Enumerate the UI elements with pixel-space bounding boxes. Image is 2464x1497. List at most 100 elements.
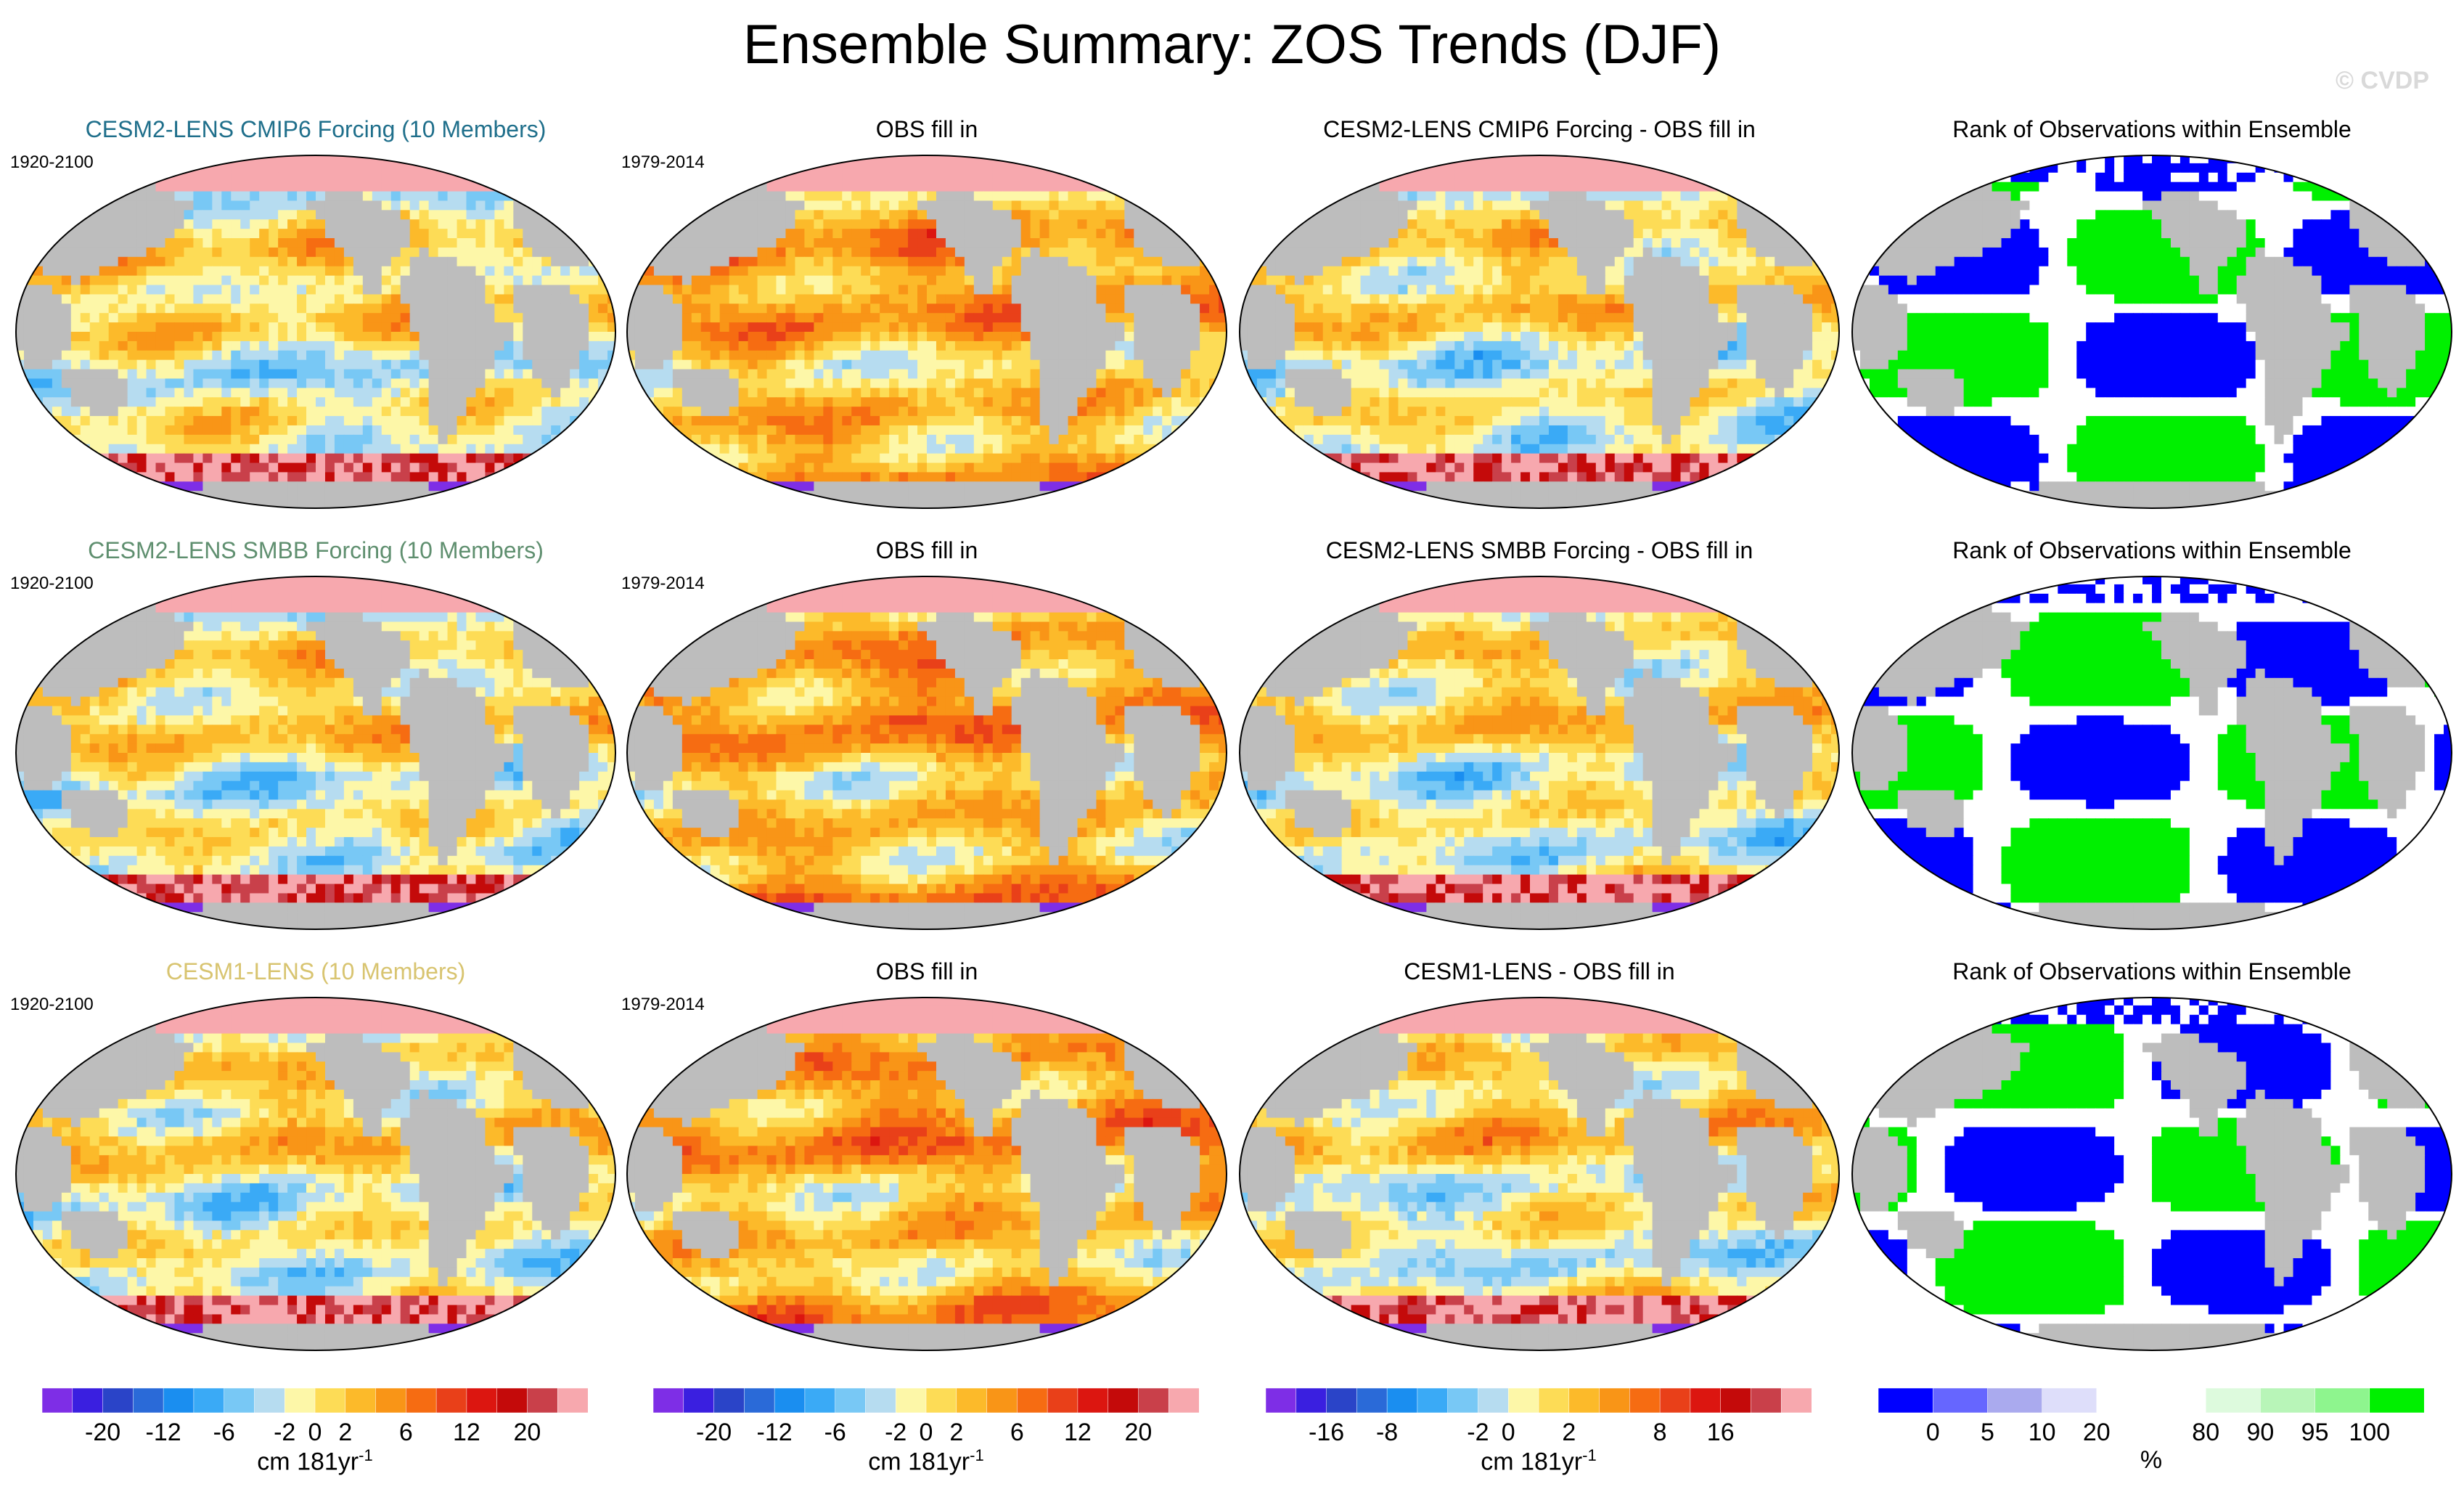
colorbar-swatch (1568, 1387, 1600, 1414)
map-panel-r2-c2 (626, 575, 1228, 931)
colorbar-tick-label: 90 (2246, 1419, 2274, 1446)
panel-title-r1-c3: CESM2-LENS CMIP6 Forcing - OBS fill in (1238, 116, 1841, 143)
colorbar-units-1: cm 181yr-1 (42, 1446, 588, 1476)
colorbar-swatch (435, 1387, 467, 1414)
colorbar-tick-label: -20 (696, 1419, 732, 1446)
colorbar-swatch (1720, 1387, 1752, 1414)
colorbar-swatch (2314, 1387, 2370, 1414)
panel-title-r2-c4: Rank of Observations within Ensemble (1851, 537, 2453, 564)
colorbar-tick-label: -2 (885, 1419, 906, 1446)
panel-title-r1-c1: CESM2-LENS CMIP6 Forcing (10 Members) (15, 116, 617, 143)
colorbar-swatch (314, 1387, 346, 1414)
colorbar-tick-label: 100 (2349, 1419, 2390, 1446)
colorbar-tick-label: 6 (1010, 1419, 1024, 1446)
colorbar-3: -16 -8 -2 0 2 8 16 (1265, 1387, 1812, 1457)
map-panel-r2-c3 (1238, 575, 1841, 931)
colorbar-swatch (254, 1387, 285, 1414)
map-panel-r3-c3 (1238, 996, 1841, 1352)
panel-title-r3-c4: Rank of Observations within Ensemble (1851, 958, 2453, 985)
colorbar-tick-label: 2 (1562, 1419, 1576, 1446)
colorbar-units-exponent: -1 (970, 1446, 984, 1464)
panel-title-r1-c4: Rank of Observations within Ensemble (1851, 116, 2453, 143)
map-panel-r1-c1 (15, 154, 617, 510)
colorbar-units-exponent: -1 (1582, 1446, 1597, 1464)
panel-period-r1-c1: 1920-2100 (10, 152, 94, 173)
map-panel-r3-c1 (15, 996, 617, 1352)
colorbar-swatch (1447, 1387, 1479, 1414)
colorbar-4: 0 5 10 20 80 90 95 100 (1878, 1387, 2425, 1457)
colorbar-swatch (224, 1387, 255, 1414)
colorbar-tick-label: 8 (1653, 1419, 1667, 1446)
colorbar-tick-label: 20 (2083, 1419, 2111, 1446)
colorbar-swatch (1878, 1387, 1933, 1414)
panel-period-r3-c2: 1979-2014 (621, 995, 705, 1015)
map-panel-r2-c4 (1851, 575, 2453, 931)
panel-title-r3-c1: CESM1-LENS (10 Members) (15, 958, 617, 985)
colorbar-swatch (2205, 1387, 2262, 1414)
colorbar-tick-label: 6 (399, 1419, 413, 1446)
colorbar-swatch (375, 1387, 407, 1414)
colorbar-2: -20 -12 -6 -2 0 2 6 12 20 (652, 1387, 1200, 1457)
colorbar-swatch (895, 1387, 927, 1414)
colorbar-swatch (1296, 1387, 1327, 1414)
colorbar-swatch (41, 1387, 73, 1414)
panel-period-r2-c2: 1979-2014 (621, 574, 705, 594)
colorbar-swatch (406, 1387, 437, 1414)
colorbar-swatch (683, 1387, 715, 1414)
colorbar-swatch (193, 1387, 225, 1414)
colorbar-tick-label: 0 (1926, 1419, 1940, 1446)
colorbar-swatch (1265, 1387, 1297, 1414)
colorbar-units-2: cm 181yr-1 (653, 1446, 1199, 1476)
colorbar-swatch (713, 1387, 745, 1414)
colorbar-swatch (1478, 1387, 1509, 1414)
colorbar-units-text: cm 181yr (868, 1448, 970, 1475)
colorbar-tick-label: 0 (920, 1419, 933, 1446)
panel-period-r3-c1: 1920-2100 (10, 995, 94, 1015)
colorbar-swatch (774, 1387, 806, 1414)
colorbar-swatch (2042, 1387, 2097, 1414)
colorbar-tick-label: -2 (1467, 1419, 1489, 1446)
colorbar-swatch (133, 1387, 164, 1414)
colorbar-swatch (744, 1387, 775, 1414)
colorbar-tick-label: 80 (2192, 1419, 2219, 1446)
colorbar-swatch (2096, 1387, 2152, 1414)
colorbar-swatch (527, 1387, 558, 1414)
colorbar-swatch (1780, 1387, 1812, 1414)
colorbar-tick-label: 20 (513, 1419, 541, 1446)
colorbar-swatch (652, 1387, 684, 1414)
colorbar-swatch (1047, 1387, 1078, 1414)
colorbar-tick-label: 12 (1064, 1419, 1092, 1446)
map-panel-r2-c1 (15, 575, 617, 931)
map-panel-r3-c2 (626, 996, 1228, 1352)
colorbar-swatch (956, 1387, 988, 1414)
colorbar-swatch (1932, 1387, 1989, 1414)
colorbar-swatch (1599, 1387, 1631, 1414)
colorbar-swatch (1386, 1387, 1418, 1414)
colorbar-swatch (1987, 1387, 2043, 1414)
colorbar-swatch (1507, 1387, 1539, 1414)
colorbar-swatch (1417, 1387, 1449, 1414)
colorbar-tick-label: 12 (453, 1419, 480, 1446)
colorbar-tick-label: -6 (213, 1419, 235, 1446)
colorbar-swatch (1168, 1387, 1200, 1414)
colorbar-tick-label: 5 (1981, 1419, 1994, 1446)
colorbar-swatch (1138, 1387, 1169, 1414)
colorbar-swatch (466, 1387, 498, 1414)
map-panel-r3-c4 (1851, 996, 2453, 1352)
panel-title-r2-c3: CESM2-LENS SMBB Forcing - OBS fill in (1238, 537, 1841, 564)
colorbar-tick-label: -2 (274, 1419, 295, 1446)
colorbar-1: -20 -12 -6 -2 0 2 6 12 20 (41, 1387, 589, 1457)
colorbar-swatch (2260, 1387, 2316, 1414)
colorbar-swatch (102, 1387, 134, 1414)
colorbar-swatch (925, 1387, 957, 1414)
panel-title-r2-c2: OBS fill in (626, 537, 1228, 564)
colorbar-swatch (1690, 1387, 1722, 1414)
colorbar-tick-label: 0 (308, 1419, 322, 1446)
colorbar-tick-label: 0 (1502, 1419, 1515, 1446)
colorbar-swatch (72, 1387, 104, 1414)
panel-title-r3-c3: CESM1-LENS - OBS fill in (1238, 958, 1841, 985)
colorbar-swatch (1326, 1387, 1358, 1414)
colorbar-units-text: cm 181yr (257, 1448, 359, 1475)
colorbar-tick-label: -6 (824, 1419, 846, 1446)
panel-title-r3-c2: OBS fill in (626, 958, 1228, 985)
